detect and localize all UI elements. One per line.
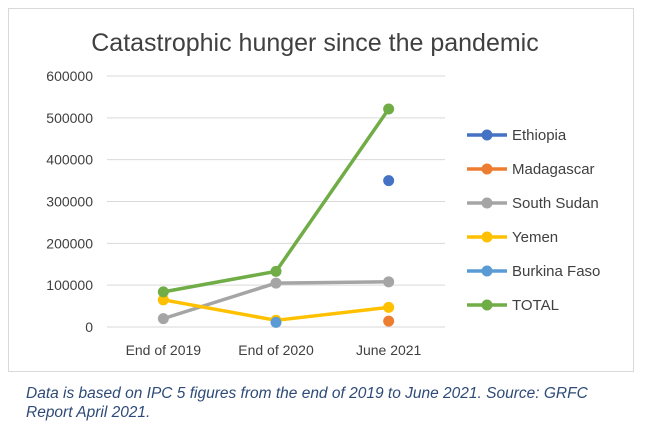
legend-swatch-marker bbox=[481, 231, 493, 243]
legend-label: South Sudan bbox=[512, 195, 599, 212]
legend-label: Yemen bbox=[512, 229, 558, 246]
legend-swatch-marker bbox=[481, 265, 493, 277]
data-point bbox=[383, 301, 395, 313]
data-point bbox=[383, 315, 395, 327]
x-tick-label: End of 2020 bbox=[238, 342, 314, 358]
data-point bbox=[157, 313, 169, 325]
legend-swatch-marker bbox=[481, 197, 493, 209]
x-tick-label: June 2021 bbox=[356, 342, 422, 358]
y-tick-label: 200000 bbox=[46, 235, 93, 251]
figure-caption: Data is based on IPC 5 figures from the … bbox=[26, 385, 588, 421]
legend-item: Ethiopia bbox=[467, 127, 567, 144]
series-ethiopia bbox=[383, 175, 395, 187]
legend: Ethiopia Madagascar South Sudan Yemen Burkin… bbox=[467, 127, 600, 314]
legend-label: Burkina Faso bbox=[512, 263, 600, 280]
series-line bbox=[161, 107, 391, 294]
x-axis-ticks: End of 2019 End of 2020 June 2021 bbox=[126, 342, 422, 358]
legend-label: Ethiopia bbox=[512, 127, 567, 144]
legend-item: Yemen bbox=[467, 229, 558, 246]
series-madagascar bbox=[383, 315, 395, 327]
series-lines bbox=[157, 103, 395, 328]
y-tick-label: 500000 bbox=[46, 110, 93, 126]
data-point bbox=[157, 286, 169, 298]
chart-frame: Catastrophic hunger since the pandemic 0… bbox=[8, 8, 634, 372]
data-point bbox=[270, 316, 282, 328]
series-total bbox=[157, 103, 395, 298]
legend-item: TOTAL bbox=[467, 297, 559, 314]
data-point bbox=[383, 276, 395, 288]
legend-label: TOTAL bbox=[512, 297, 559, 314]
y-tick-label: 100000 bbox=[46, 277, 93, 293]
x-tick-label: End of 2019 bbox=[126, 342, 202, 358]
legend-swatch-marker bbox=[481, 163, 493, 175]
data-point bbox=[270, 265, 282, 277]
legend-item: Madagascar bbox=[467, 161, 595, 178]
data-point bbox=[383, 103, 395, 115]
series-burkina-faso bbox=[270, 316, 282, 328]
legend-item: South Sudan bbox=[467, 195, 599, 212]
legend-swatch-marker bbox=[481, 129, 493, 141]
data-point bbox=[383, 175, 395, 187]
y-tick-label: 400000 bbox=[46, 152, 93, 168]
gridlines bbox=[107, 75, 445, 328]
y-tick-label: 0 bbox=[85, 319, 93, 335]
data-point bbox=[270, 277, 282, 289]
y-axis-ticks: 0 100000 200000 300000 400000 500000 600000 bbox=[46, 68, 93, 335]
chart-title: Catastrophic hunger since the pandemic bbox=[91, 29, 539, 57]
legend-label: Madagascar bbox=[512, 161, 595, 178]
legend-item: Burkina Faso bbox=[467, 263, 600, 280]
y-tick-label: 600000 bbox=[46, 68, 93, 84]
legend-swatch-marker bbox=[481, 299, 493, 311]
y-tick-label: 300000 bbox=[46, 194, 93, 210]
data-point bbox=[157, 294, 169, 306]
chart: Catastrophic hunger since the pandemic 0… bbox=[46, 29, 600, 358]
